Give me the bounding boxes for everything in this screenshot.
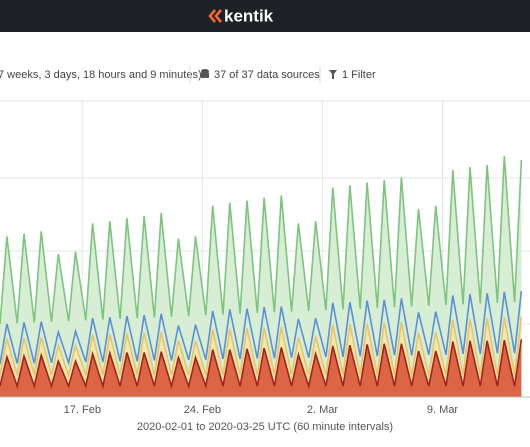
series-line <box>0 156 523 325</box>
db-icon <box>201 69 209 78</box>
x-axis-title: 2020-02-01 to 2020-03-25 UTC (60 minute … <box>137 421 393 433</box>
filters[interactable]: 1 Filter <box>342 69 376 81</box>
x-tick-label: 2. Mar <box>307 404 339 416</box>
x-tick-label: 9. Mar <box>427 404 459 416</box>
x-tick-label: 17. Feb <box>64 404 101 416</box>
series-line <box>0 291 523 366</box>
data-sources[interactable]: 37 of 37 data sources <box>214 69 320 81</box>
time-range[interactable]: 7 weeks, 3 days, 18 hours and 9 minutes) <box>0 69 202 81</box>
filter-icon <box>329 70 337 79</box>
logo-icon <box>208 9 222 23</box>
top-bar <box>0 0 530 32</box>
x-tick-label: 24. Feb <box>184 404 221 416</box>
plot <box>0 101 530 397</box>
series-line <box>0 316 523 378</box>
series-line <box>0 339 523 390</box>
brand: kentik <box>224 6 274 25</box>
